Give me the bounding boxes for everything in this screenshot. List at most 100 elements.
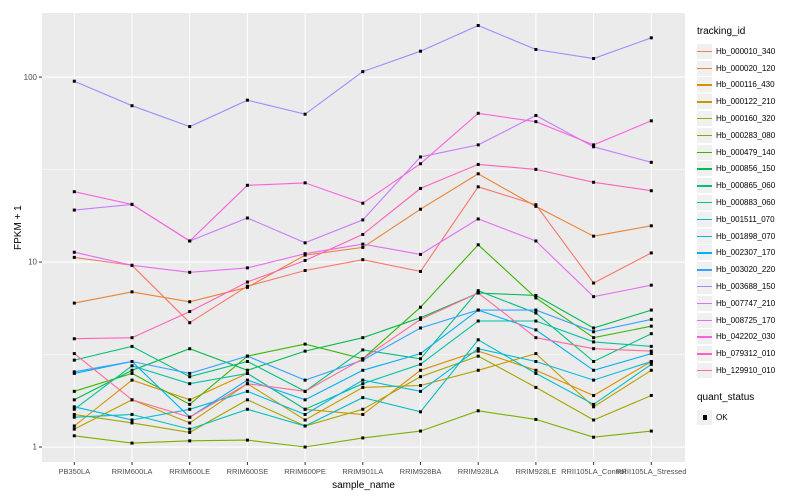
legend-item-Hb_129910_010: Hb_129910_010 bbox=[697, 362, 797, 379]
data-point bbox=[649, 368, 653, 372]
legend-key-swatch bbox=[697, 111, 712, 127]
data-point bbox=[245, 382, 249, 386]
legend-quant-items: OK bbox=[697, 409, 797, 426]
data-point bbox=[188, 310, 192, 314]
legend-key-line bbox=[697, 370, 712, 372]
data-point bbox=[534, 239, 538, 243]
data-point bbox=[534, 371, 538, 375]
data-point bbox=[419, 49, 422, 53]
data-point bbox=[245, 183, 249, 187]
data-point bbox=[72, 208, 76, 212]
data-point bbox=[72, 424, 76, 428]
data-point bbox=[649, 349, 653, 353]
data-point bbox=[361, 385, 365, 389]
data-point bbox=[130, 364, 134, 368]
data-point bbox=[534, 167, 538, 171]
data-point bbox=[245, 266, 249, 270]
data-point bbox=[72, 358, 76, 362]
data-point bbox=[245, 98, 249, 102]
legend-item-Hb_003688_150: Hb_003688_150 bbox=[697, 278, 797, 295]
data-point bbox=[361, 245, 365, 249]
data-point bbox=[476, 368, 480, 372]
x-tick-label: RRIM928LE bbox=[515, 467, 556, 476]
data-point bbox=[303, 378, 307, 382]
legend-key-line bbox=[697, 269, 712, 271]
data-point bbox=[592, 326, 596, 330]
data-point bbox=[592, 405, 596, 409]
data-point bbox=[476, 162, 480, 166]
legend-item-label: Hb_042202_030 bbox=[716, 332, 776, 342]
data-point bbox=[476, 349, 480, 353]
y-tick-label: 100 bbox=[24, 73, 38, 82]
data-point bbox=[592, 145, 596, 149]
data-point bbox=[419, 207, 422, 211]
data-point bbox=[534, 308, 538, 312]
black-square-point-icon bbox=[702, 415, 707, 420]
legend-item-Hb_000122_210: Hb_000122_210 bbox=[697, 93, 797, 110]
data-point bbox=[419, 305, 422, 309]
legend-key-line bbox=[697, 168, 712, 170]
data-point bbox=[534, 368, 538, 372]
legend-title-tracking-id: tracking_id bbox=[697, 26, 746, 37]
data-point bbox=[592, 418, 596, 422]
data-point bbox=[188, 421, 192, 425]
data-point bbox=[476, 217, 480, 221]
legend-item-Hb_001511_070: Hb_001511_070 bbox=[697, 211, 797, 228]
data-point bbox=[534, 328, 538, 332]
legend-item-label: Hb_002307_170 bbox=[716, 248, 776, 258]
data-point bbox=[649, 189, 653, 193]
data-point bbox=[188, 398, 192, 402]
data-point bbox=[419, 357, 422, 361]
data-point bbox=[303, 181, 307, 185]
data-point bbox=[72, 434, 76, 438]
data-point bbox=[419, 316, 422, 320]
data-point bbox=[361, 258, 365, 262]
data-point bbox=[649, 160, 653, 164]
data-point bbox=[303, 269, 307, 273]
data-point bbox=[72, 337, 76, 341]
data-point bbox=[649, 344, 653, 348]
data-point bbox=[649, 362, 653, 366]
data-point bbox=[649, 332, 653, 336]
legend-item-Hb_079312_010: Hb_079312_010 bbox=[697, 345, 797, 362]
data-point bbox=[72, 250, 76, 254]
legend-item-label: Hb_000160_320 bbox=[716, 114, 776, 124]
data-point bbox=[592, 368, 596, 372]
data-point bbox=[130, 412, 134, 416]
data-point bbox=[592, 143, 596, 147]
data-point bbox=[476, 24, 480, 28]
data-point bbox=[361, 232, 365, 236]
data-point bbox=[188, 300, 192, 304]
data-point bbox=[303, 258, 307, 262]
data-point bbox=[476, 185, 480, 189]
data-point bbox=[188, 125, 192, 129]
x-tick-label: PB350LA bbox=[58, 467, 90, 476]
data-point bbox=[188, 239, 192, 243]
data-point bbox=[303, 424, 307, 428]
panel-background bbox=[42, 13, 685, 462]
data-point bbox=[72, 301, 76, 305]
legend-key-line bbox=[697, 319, 712, 322]
legend-item-label: Hb_129910_010 bbox=[716, 366, 776, 376]
legend-key-swatch bbox=[697, 77, 712, 93]
data-point bbox=[534, 296, 538, 300]
legend-item-Hb_000883_060: Hb_000883_060 bbox=[697, 194, 797, 211]
x-tick-label: RRIM928LA bbox=[458, 467, 499, 476]
data-point bbox=[245, 438, 249, 442]
legend-key-swatch bbox=[697, 312, 712, 328]
legend-item-label: Hb_003020_220 bbox=[716, 265, 776, 275]
data-point bbox=[188, 375, 192, 379]
data-point bbox=[361, 70, 365, 74]
legend-key-swatch bbox=[697, 94, 712, 110]
legend-item-Hb_000020_120: Hb_000020_120 bbox=[697, 60, 797, 77]
data-point bbox=[592, 281, 596, 285]
data-point bbox=[188, 439, 192, 443]
data-point bbox=[245, 280, 249, 284]
data-point bbox=[476, 354, 480, 358]
data-point bbox=[72, 190, 76, 194]
legend-item-Hb_000283_080: Hb_000283_080 bbox=[697, 127, 797, 144]
data-point bbox=[592, 295, 596, 299]
data-point bbox=[419, 368, 422, 372]
data-point bbox=[303, 418, 307, 422]
data-point bbox=[245, 354, 249, 358]
